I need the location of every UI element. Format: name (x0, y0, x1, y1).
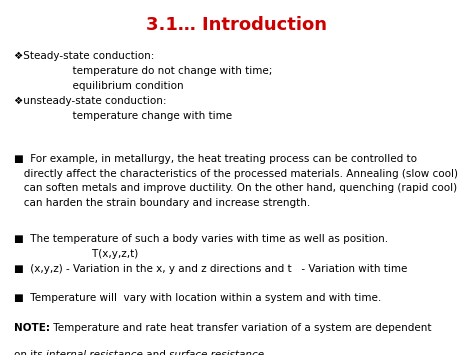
Text: ■  Temperature will  vary with location within a system and with time.: ■ Temperature will vary with location wi… (14, 293, 382, 303)
Text: surface resistance: surface resistance (169, 350, 264, 355)
Text: ■  For example, in metallurgy, the heat treating process can be controlled to
  : ■ For example, in metallurgy, the heat t… (14, 154, 458, 208)
Text: internal resistance: internal resistance (46, 350, 143, 355)
Text: ❖Steady-state conduction:
                  temperature do not change with time;: ❖Steady-state conduction: temperature do… (14, 51, 273, 121)
Text: and: and (143, 350, 169, 355)
Text: on its: on its (14, 350, 46, 355)
Text: Temperature and rate heat transfer variation of a system are dependent: Temperature and rate heat transfer varia… (50, 323, 432, 333)
Text: 3.1… Introduction: 3.1… Introduction (146, 16, 328, 34)
Text: NOTE:: NOTE: (14, 323, 50, 333)
Text: ■  The temperature of such a body varies with time as well as position.
        : ■ The temperature of such a body varies … (14, 234, 388, 259)
Text: ■  (x,y,z) - Variation in the x, y and z directions and t   - Variation with tim: ■ (x,y,z) - Variation in the x, y and z … (14, 264, 408, 274)
